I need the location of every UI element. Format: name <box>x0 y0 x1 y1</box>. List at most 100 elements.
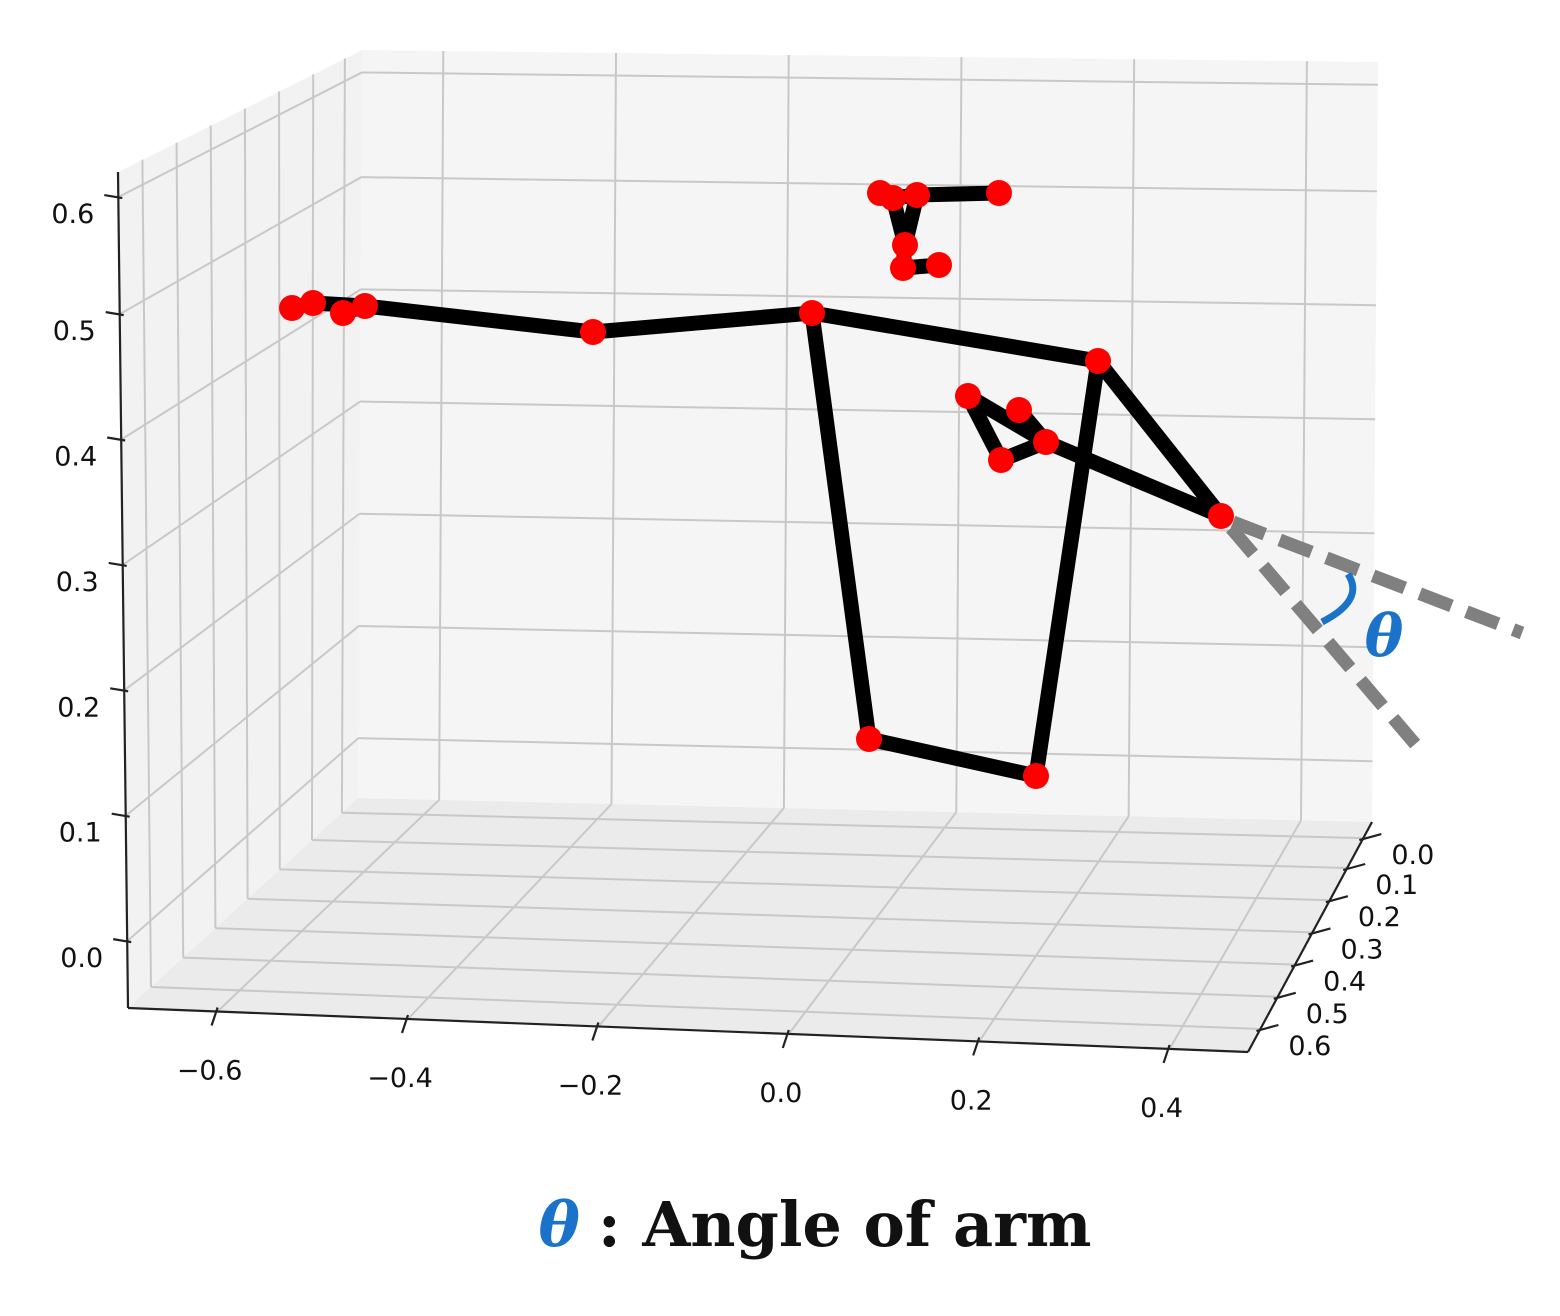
left-grid-y-6 <box>141 159 152 988</box>
floor-grid-y-5 <box>183 956 1278 998</box>
x-tick-label-0: −0.6 <box>177 1056 243 1087</box>
caption-theta-symbol: θ <box>538 1188 580 1261</box>
left-grid-y-1 <box>311 74 315 841</box>
left-grid-y-0 <box>340 58 346 813</box>
x-tick-label-4: 0.2 <box>950 1085 993 1116</box>
back-grid-z-6 <box>361 71 1378 86</box>
joint-lknee <box>1208 503 1234 529</box>
floor-grid-y-4 <box>215 927 1296 966</box>
back-grid-z-4 <box>360 288 1377 307</box>
bone-hip-rhip <box>585 305 820 340</box>
y-tick-1 <box>1342 862 1366 872</box>
joint-t4 <box>986 180 1012 206</box>
z-tick-label-1: 0.1 <box>59 818 102 849</box>
y-tick-5 <box>1273 991 1297 1000</box>
skeleton-joints <box>279 180 1234 789</box>
joint-h2 <box>1033 429 1059 455</box>
left-grid-z-0 <box>126 737 359 942</box>
angle-theta-label: θ <box>1365 602 1404 670</box>
joint-t3 <box>904 182 930 208</box>
bone-lhip-neck <box>1028 353 1106 784</box>
y-axis-line <box>1247 821 1373 1053</box>
bone-thorax-neck <box>861 731 1044 784</box>
joint-rank2 <box>279 295 305 321</box>
bone-rhip-rknee <box>357 298 601 340</box>
left-grid-y-3 <box>243 108 249 899</box>
x-tick-label-5: 0.4 <box>1140 1093 1183 1124</box>
y-tick-label-4: 0.4 <box>1323 967 1366 998</box>
z-tick-5 <box>105 311 124 317</box>
left-grid-y-2 <box>278 91 281 870</box>
grid-lines <box>117 50 1378 1050</box>
tick-marks <box>104 193 1382 1064</box>
caption-text: : Angle of arm <box>597 1188 1092 1261</box>
z-tick-label-3: 0.3 <box>56 567 99 598</box>
floor-grid-x-5 <box>1168 819 1302 1050</box>
joint-rank1 <box>300 290 326 316</box>
angle-guides: θ <box>1226 515 1525 750</box>
joint-h4 <box>988 447 1014 473</box>
y-tick-4 <box>1290 959 1314 968</box>
floor-grid-x-0 <box>216 799 440 1013</box>
floor-grid-y-6 <box>150 986 1261 1030</box>
bone-lhip-lknee <box>1090 353 1229 524</box>
left-grid-z-6 <box>117 71 363 198</box>
joint-t6 <box>890 255 916 281</box>
left-grid-z-5 <box>119 176 362 315</box>
axis-panes <box>118 50 1378 1052</box>
joint-rank3 <box>330 300 356 326</box>
floor-grid-y-2 <box>279 868 1330 902</box>
x-tick-label-3: 0.0 <box>759 1078 802 1109</box>
y-tick-label-3: 0.3 <box>1340 934 1383 965</box>
back-grid-x-5 <box>1300 61 1308 821</box>
y-tick-3 <box>1308 927 1331 936</box>
joint-lhip <box>1085 348 1111 374</box>
z-tick-1 <box>111 812 130 818</box>
floor-grid-x-3 <box>788 811 958 1035</box>
y-tick-label-2: 0.2 <box>1358 902 1401 933</box>
y-tick-0 <box>1359 833 1382 842</box>
tick-labels: −0.6 −0.4 −0.2 0.0 0.2 0.40.00.10.20.30.40.50… <box>51 199 1434 1124</box>
bone-hip-thorax <box>804 305 877 747</box>
left-grid-z-4 <box>120 288 362 441</box>
joint-hip <box>799 300 825 326</box>
back-grid-x-0 <box>438 50 445 800</box>
joint-h3 <box>1006 397 1032 423</box>
bone-t3-t4 <box>909 185 1007 203</box>
angle-arc <box>1320 572 1357 626</box>
y-tick-label-6: 0.6 <box>1288 1031 1331 1062</box>
floor-grid-x-4 <box>978 815 1130 1042</box>
y-tick-label-5: 0.5 <box>1306 999 1349 1030</box>
x-tick-0 <box>210 1007 219 1026</box>
axis-lines <box>116 171 1373 1054</box>
z-tick-label-0: 0.0 <box>60 943 103 974</box>
guide-line-upper <box>1230 515 1525 640</box>
back-grid-z-5 <box>361 176 1377 193</box>
y-tick-label-1: 0.1 <box>1375 870 1418 901</box>
x-tick-label-1: −0.4 <box>367 1063 433 1094</box>
x-tick-4 <box>972 1037 981 1056</box>
z-tick-4 <box>107 436 126 442</box>
floor-grid-x-2 <box>597 807 785 1028</box>
y-tick-label-0: 0.0 <box>1391 840 1434 871</box>
left-grid-z-1 <box>125 625 360 817</box>
z-tick-3 <box>108 561 127 568</box>
x-axis-line <box>127 1006 1249 1054</box>
x-tick-1 <box>400 1014 410 1034</box>
x-tick-5 <box>1162 1044 1171 1064</box>
floor-grid-y-1 <box>311 839 1348 869</box>
joint-t2 <box>880 185 906 211</box>
z-tick-label-6: 0.6 <box>51 199 94 230</box>
joint-rknee <box>352 293 378 319</box>
z-tick-0 <box>113 938 132 944</box>
joint-h1 <box>955 383 981 409</box>
left-grid-z-2 <box>123 512 361 692</box>
back-grid-x-3 <box>955 57 963 813</box>
x-tick-label-2: −0.2 <box>558 1070 624 1101</box>
y-tick-6 <box>1256 1023 1279 1033</box>
z-tick-label-4: 0.4 <box>54 442 97 473</box>
left-grid-z-3 <box>122 400 361 566</box>
bone-lknee-h2 <box>1038 434 1229 524</box>
back-grid-z-1 <box>358 624 1374 649</box>
back-grid-z-2 <box>359 512 1375 535</box>
